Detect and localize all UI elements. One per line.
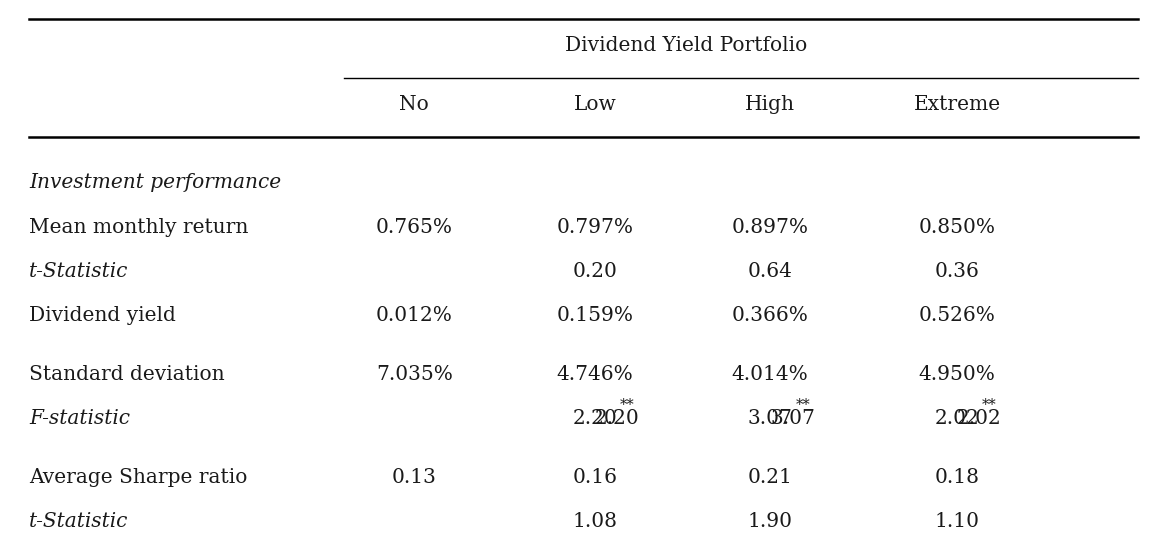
Text: 0.16: 0.16 [573, 468, 617, 487]
Text: 4.014%: 4.014% [732, 365, 809, 384]
Text: 0.64: 0.64 [748, 261, 792, 281]
Text: 7.035%: 7.035% [376, 365, 453, 384]
Text: Average Sharpe ratio: Average Sharpe ratio [29, 468, 247, 487]
Text: 3.07: 3.07 [770, 409, 815, 428]
Text: No: No [399, 95, 429, 115]
Text: 3.07: 3.07 [748, 409, 792, 428]
Text: 0.21: 0.21 [748, 468, 792, 487]
Text: 0.897%: 0.897% [732, 217, 809, 237]
Text: 0.20: 0.20 [573, 261, 617, 281]
Text: 0.13: 0.13 [392, 468, 436, 487]
Text: 2.20: 2.20 [573, 409, 617, 428]
Text: Dividend yield: Dividend yield [29, 306, 176, 325]
Text: t-Statistic: t-Statistic [29, 261, 128, 281]
Text: 1.90: 1.90 [748, 512, 792, 532]
Text: 0.18: 0.18 [935, 468, 979, 487]
Text: 4.950%: 4.950% [918, 365, 995, 384]
Text: **: ** [620, 398, 635, 412]
Text: 2.02: 2.02 [957, 409, 1001, 428]
Text: Investment performance: Investment performance [29, 173, 281, 193]
Text: 0.366%: 0.366% [732, 306, 809, 325]
Text: 0.797%: 0.797% [557, 217, 634, 237]
Text: High: High [746, 95, 795, 115]
Text: 0.012%: 0.012% [376, 306, 453, 325]
Text: 2.20: 2.20 [595, 409, 640, 428]
Text: Mean monthly return: Mean monthly return [29, 217, 249, 237]
Text: Standard deviation: Standard deviation [29, 365, 225, 384]
Text: Dividend Yield Portfolio: Dividend Yield Portfolio [565, 36, 808, 55]
Text: Extreme: Extreme [914, 95, 1000, 115]
Text: t-Statistic: t-Statistic [29, 512, 128, 532]
Text: 0.526%: 0.526% [918, 306, 995, 325]
Text: 0.36: 0.36 [935, 261, 979, 281]
Text: 1.10: 1.10 [935, 512, 979, 532]
Text: 0.765%: 0.765% [376, 217, 453, 237]
Text: 1.08: 1.08 [573, 512, 617, 532]
Text: **: ** [981, 398, 997, 412]
Text: Low: Low [574, 95, 616, 115]
Text: F-statistic: F-statistic [29, 409, 131, 428]
Text: 0.850%: 0.850% [918, 217, 995, 237]
Text: 2.02: 2.02 [935, 409, 979, 428]
Text: 0.159%: 0.159% [557, 306, 634, 325]
Text: **: ** [795, 398, 810, 412]
Text: 4.746%: 4.746% [557, 365, 634, 384]
